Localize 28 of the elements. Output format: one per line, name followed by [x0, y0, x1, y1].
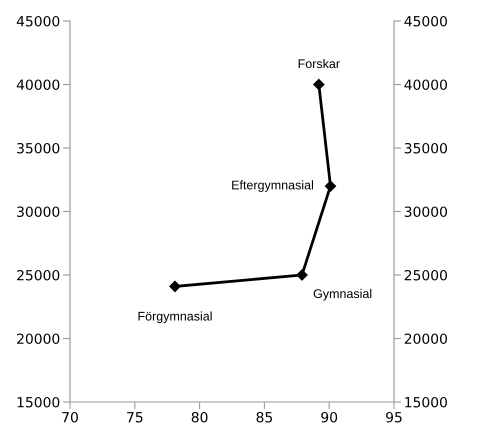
annotation: Forskar — [298, 58, 340, 68]
y-tick-label: 20000 — [17, 333, 60, 344]
y2-tick-label: 35000 — [404, 142, 447, 154]
x-tick-label: 95 — [386, 412, 402, 422]
y-tick-label: 45000 — [16, 16, 60, 26]
point — [296, 269, 308, 281]
y2-tick-label: 25000 — [404, 270, 447, 280]
annotation: Gymnasial — [314, 288, 372, 301]
y-tick-label: 30000 — [17, 206, 60, 217]
x-tick-label: 80 — [192, 412, 208, 422]
y-tick-label: 40000 — [16, 79, 60, 90]
x-tick-label: 90 — [321, 412, 338, 422]
annotation: Förgymnasial — [138, 311, 212, 324]
y2-tick-label: 45000 — [404, 16, 447, 26]
y-tick-label: 35000 — [17, 142, 60, 154]
y-tick-label: 25000 — [17, 270, 60, 280]
x-tick-label: 75 — [127, 412, 142, 422]
y-tick-label: 15000 — [18, 396, 60, 408]
point — [313, 78, 324, 90]
x-tick-label: 70 — [62, 412, 78, 422]
point — [324, 180, 336, 192]
y2-tick-label: 15000 — [405, 396, 447, 408]
annotation: Eftergymnasial — [232, 180, 313, 192]
y2-tick-label: 30000 — [404, 206, 447, 217]
y2-tick-label: 40000 — [404, 79, 447, 90]
x-tick-label: 85 — [256, 412, 272, 422]
y2-tick-label: 20000 — [404, 333, 447, 344]
point — [169, 280, 181, 292]
